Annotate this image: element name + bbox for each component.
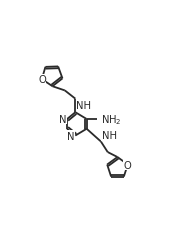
Text: NH$_2$: NH$_2$ [101,113,121,126]
Text: O: O [38,75,46,85]
Text: N: N [59,114,66,124]
Text: O: O [124,160,132,170]
Text: NH: NH [76,101,91,111]
Text: N: N [67,131,75,141]
Text: NH: NH [102,130,117,140]
